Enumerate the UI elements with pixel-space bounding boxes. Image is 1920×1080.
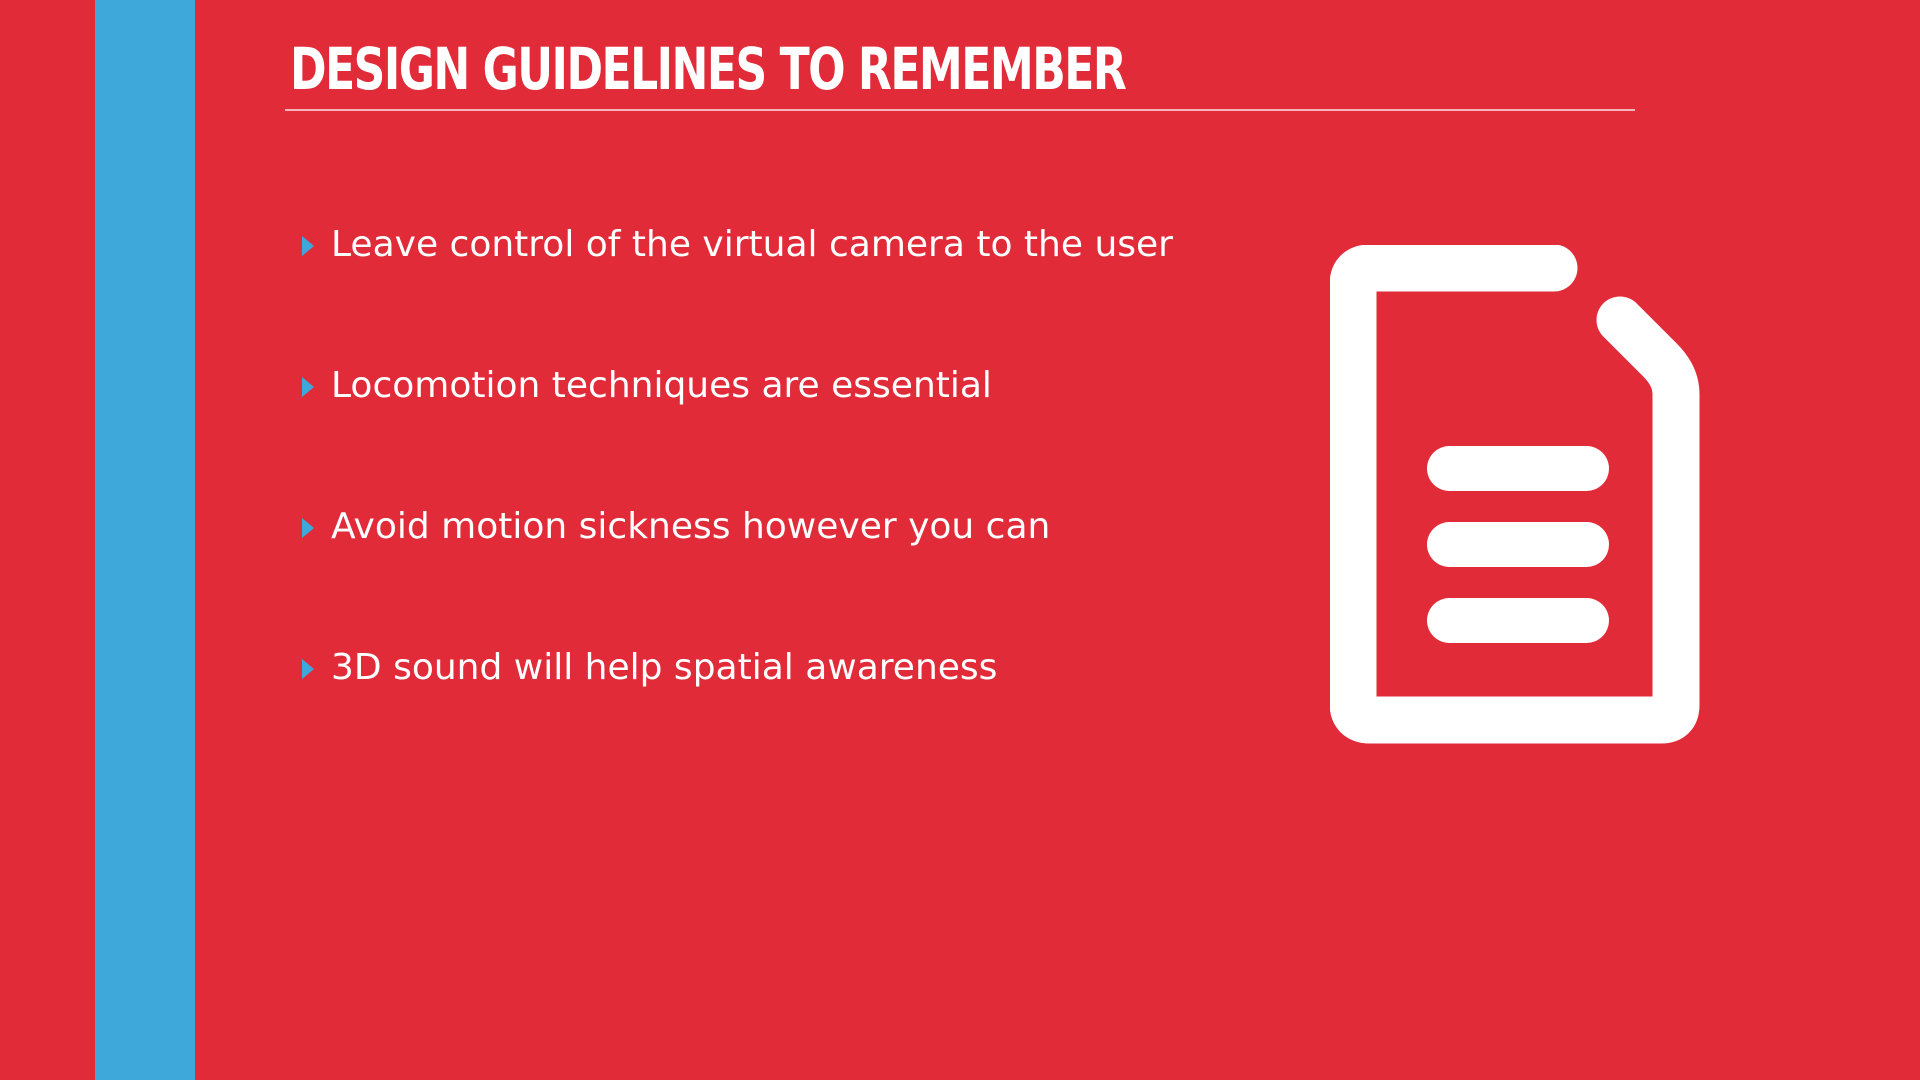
slide-title: DESIGN GUIDELINES TO REMEMBER (290, 35, 1127, 103)
bullet-arrow-icon (302, 236, 314, 256)
bullet-arrow-icon (302, 659, 314, 679)
bullet-text: 3D sound will help spatial awareness (331, 647, 998, 688)
document-icon (1330, 245, 1700, 744)
bullet-item: 3D sound will help spatial awareness (300, 638, 1173, 779)
bullet-text: Avoid motion sickness however you can (331, 506, 1051, 547)
bullet-list: Leave control of the virtual camera to t… (300, 215, 1173, 779)
bullet-item: Locomotion techniques are essential (300, 356, 1173, 497)
bullet-arrow-icon (302, 518, 314, 538)
bullet-item: Leave control of the virtual camera to t… (300, 215, 1173, 356)
bullet-text: Locomotion techniques are essential (331, 365, 992, 406)
bullet-item: Avoid motion sickness however you can (300, 497, 1173, 638)
title-divider (285, 109, 1635, 111)
bullet-arrow-icon (302, 377, 314, 397)
accent-bar (95, 0, 195, 1080)
bullet-text: Leave control of the virtual camera to t… (331, 224, 1173, 265)
